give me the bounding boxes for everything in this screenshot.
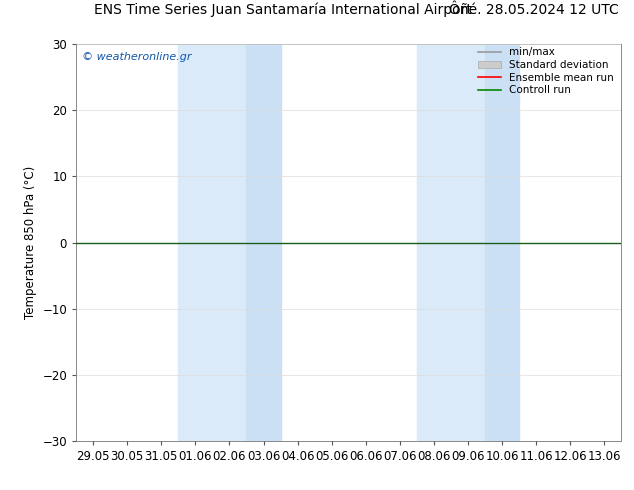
Legend: min/max, Standard deviation, Ensemble mean run, Controll run: min/max, Standard deviation, Ensemble me…	[476, 46, 616, 98]
Text: Ôñé. 28.05.2024 12 UTC: Ôñé. 28.05.2024 12 UTC	[450, 3, 619, 17]
Bar	[178, 44, 247, 441]
Text: © weatheronline.gr: © weatheronline.gr	[82, 52, 191, 62]
Y-axis label: Temperature 850 hPa (°C): Temperature 850 hPa (°C)	[23, 166, 37, 319]
Bar	[485, 44, 519, 441]
Text: ENS Time Series Juan Santamaría International Airport: ENS Time Series Juan Santamaría Internat…	[94, 2, 472, 17]
Bar	[417, 44, 485, 441]
Bar	[247, 44, 280, 441]
